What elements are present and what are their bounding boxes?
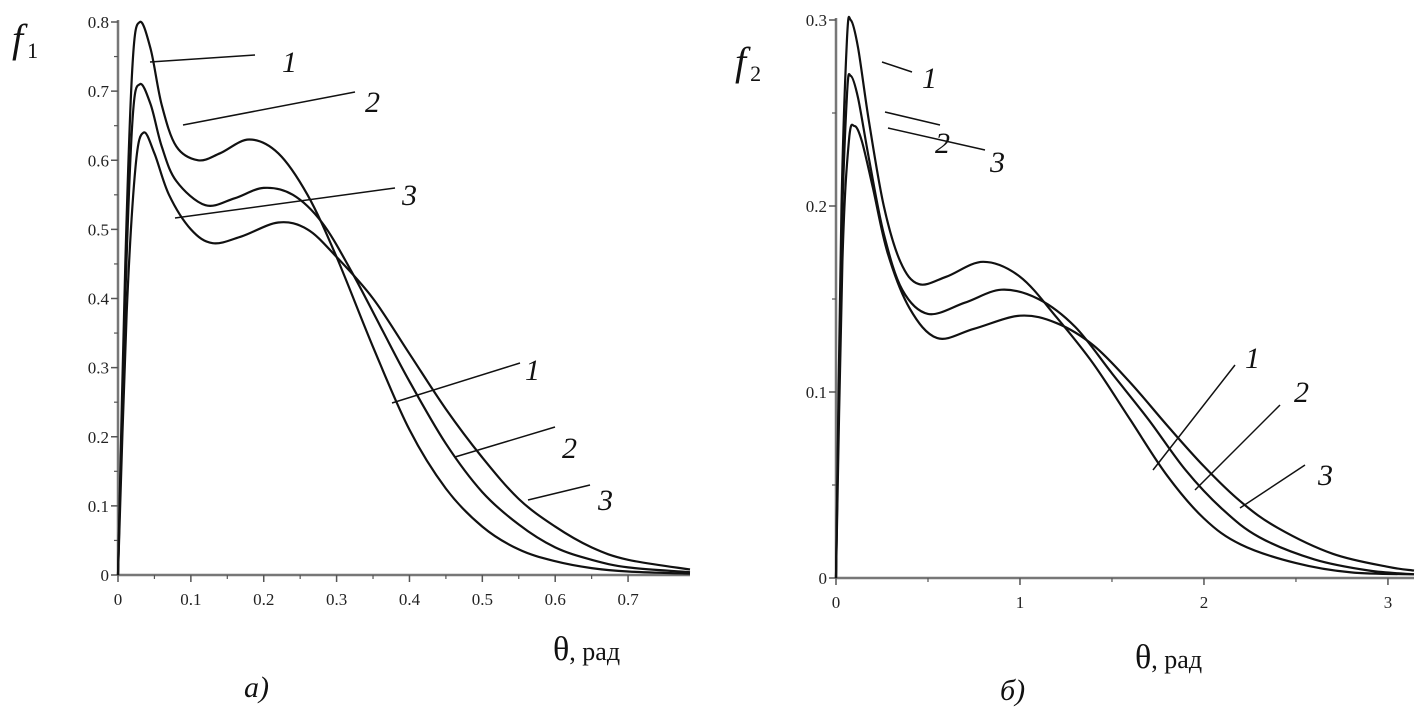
series-line-2 bbox=[116, 82, 691, 576]
y-tick-label: 0.3 bbox=[88, 359, 109, 378]
series-label: 1 bbox=[525, 354, 540, 387]
x-tick-label: 0.1 bbox=[180, 590, 201, 609]
x-label-main: θ bbox=[553, 631, 569, 668]
leader-line bbox=[1152, 364, 1236, 471]
x-axis-label: θ, рад bbox=[553, 631, 620, 668]
series-label: 2 bbox=[1294, 376, 1309, 409]
series-label: 1 bbox=[1245, 342, 1260, 375]
leader-line bbox=[527, 484, 591, 501]
y-tick-label: 0.6 bbox=[88, 151, 109, 170]
series-line-1 bbox=[116, 20, 691, 576]
y-tick-label: 0.2 bbox=[806, 197, 827, 216]
series-label: 1 bbox=[922, 62, 937, 95]
leader-line bbox=[1194, 404, 1281, 491]
chart-a: 0 0.1 0.2 0.3 0.4 0.5 0.6 0.7 0 0.1 0.2 0.3 0.4 0.5 0.… bbox=[12, 13, 691, 704]
x-label-unit: , рад bbox=[1151, 645, 1202, 674]
x-label-unit: , рад bbox=[569, 637, 620, 666]
x-tick-label: 0.7 bbox=[617, 590, 639, 609]
x-tick-label: 0 bbox=[114, 590, 123, 609]
leader-line bbox=[391, 362, 521, 404]
y-label-subscript: 2 bbox=[750, 61, 761, 86]
x-tick-label: 2 bbox=[1200, 593, 1209, 612]
series-label: 2 bbox=[562, 432, 577, 465]
chart-caption: б) bbox=[1000, 674, 1025, 707]
x-tick-label: 0.5 bbox=[472, 590, 493, 609]
y-tick-label: 0.3 bbox=[806, 11, 827, 30]
x-tick-label: 0 bbox=[832, 593, 841, 612]
series-label: 3 bbox=[989, 146, 1005, 179]
y-tick-label: 0.1 bbox=[806, 383, 827, 402]
y-tick-label: 0.7 bbox=[88, 82, 110, 101]
leader-line bbox=[454, 426, 556, 458]
y-label-main: f bbox=[735, 39, 751, 84]
series-line-2 bbox=[834, 72, 1415, 579]
leader-line bbox=[182, 91, 356, 126]
leader-line bbox=[881, 61, 913, 73]
series-line-3 bbox=[116, 131, 691, 576]
x-tick-label: 3 bbox=[1384, 593, 1393, 612]
y-tick-label: 0 bbox=[819, 569, 828, 588]
y-tick-label: 0.5 bbox=[88, 220, 109, 239]
y-label-main: f bbox=[12, 16, 28, 61]
leader-line bbox=[884, 111, 941, 126]
leader-line bbox=[174, 187, 396, 219]
x-axis-label: θ, рад bbox=[1135, 639, 1202, 676]
x-tick-label: 0.3 bbox=[326, 590, 347, 609]
y-tick-label: 0.1 bbox=[88, 497, 109, 516]
leader-line bbox=[887, 127, 986, 151]
series-label: 2 bbox=[365, 86, 380, 119]
chart-caption: а) bbox=[244, 671, 269, 704]
leader-line bbox=[149, 54, 256, 63]
series-label: 3 bbox=[1317, 459, 1333, 492]
y-label-subscript: 1 bbox=[27, 38, 38, 63]
x-tick-label: 0.4 bbox=[399, 590, 421, 609]
x-tick-label: 0.6 bbox=[545, 590, 566, 609]
series-label: 2 bbox=[935, 127, 950, 160]
x-label-main: θ bbox=[1135, 639, 1151, 676]
leader-line bbox=[1239, 464, 1306, 509]
series-label: 3 bbox=[401, 179, 417, 212]
series-label: 3 bbox=[597, 484, 613, 517]
x-tick-label: 1 bbox=[1016, 593, 1025, 612]
series-label: 1 bbox=[282, 46, 297, 79]
series-line-3 bbox=[834, 123, 1415, 579]
series-line-1 bbox=[834, 15, 1415, 579]
y-tick-label: 0.2 bbox=[88, 428, 109, 447]
y-tick-label: 0.4 bbox=[88, 290, 110, 309]
x-tick-label: 0.2 bbox=[253, 590, 274, 609]
y-tick-label: 0.8 bbox=[88, 13, 109, 32]
y-tick-label: 0 bbox=[101, 566, 110, 585]
